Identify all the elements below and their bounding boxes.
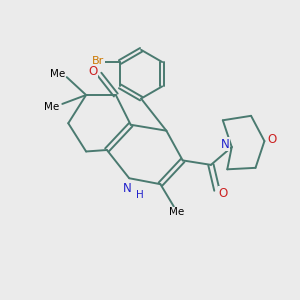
Text: O: O xyxy=(88,65,98,78)
Text: Me: Me xyxy=(50,69,65,79)
Text: N: N xyxy=(221,138,230,151)
Text: N: N xyxy=(123,182,132,195)
Text: O: O xyxy=(267,133,277,146)
Text: Me: Me xyxy=(44,102,59,112)
Text: Me: Me xyxy=(169,207,184,218)
Text: O: O xyxy=(218,187,227,200)
Text: H: H xyxy=(136,190,143,200)
Text: Br: Br xyxy=(92,56,104,66)
